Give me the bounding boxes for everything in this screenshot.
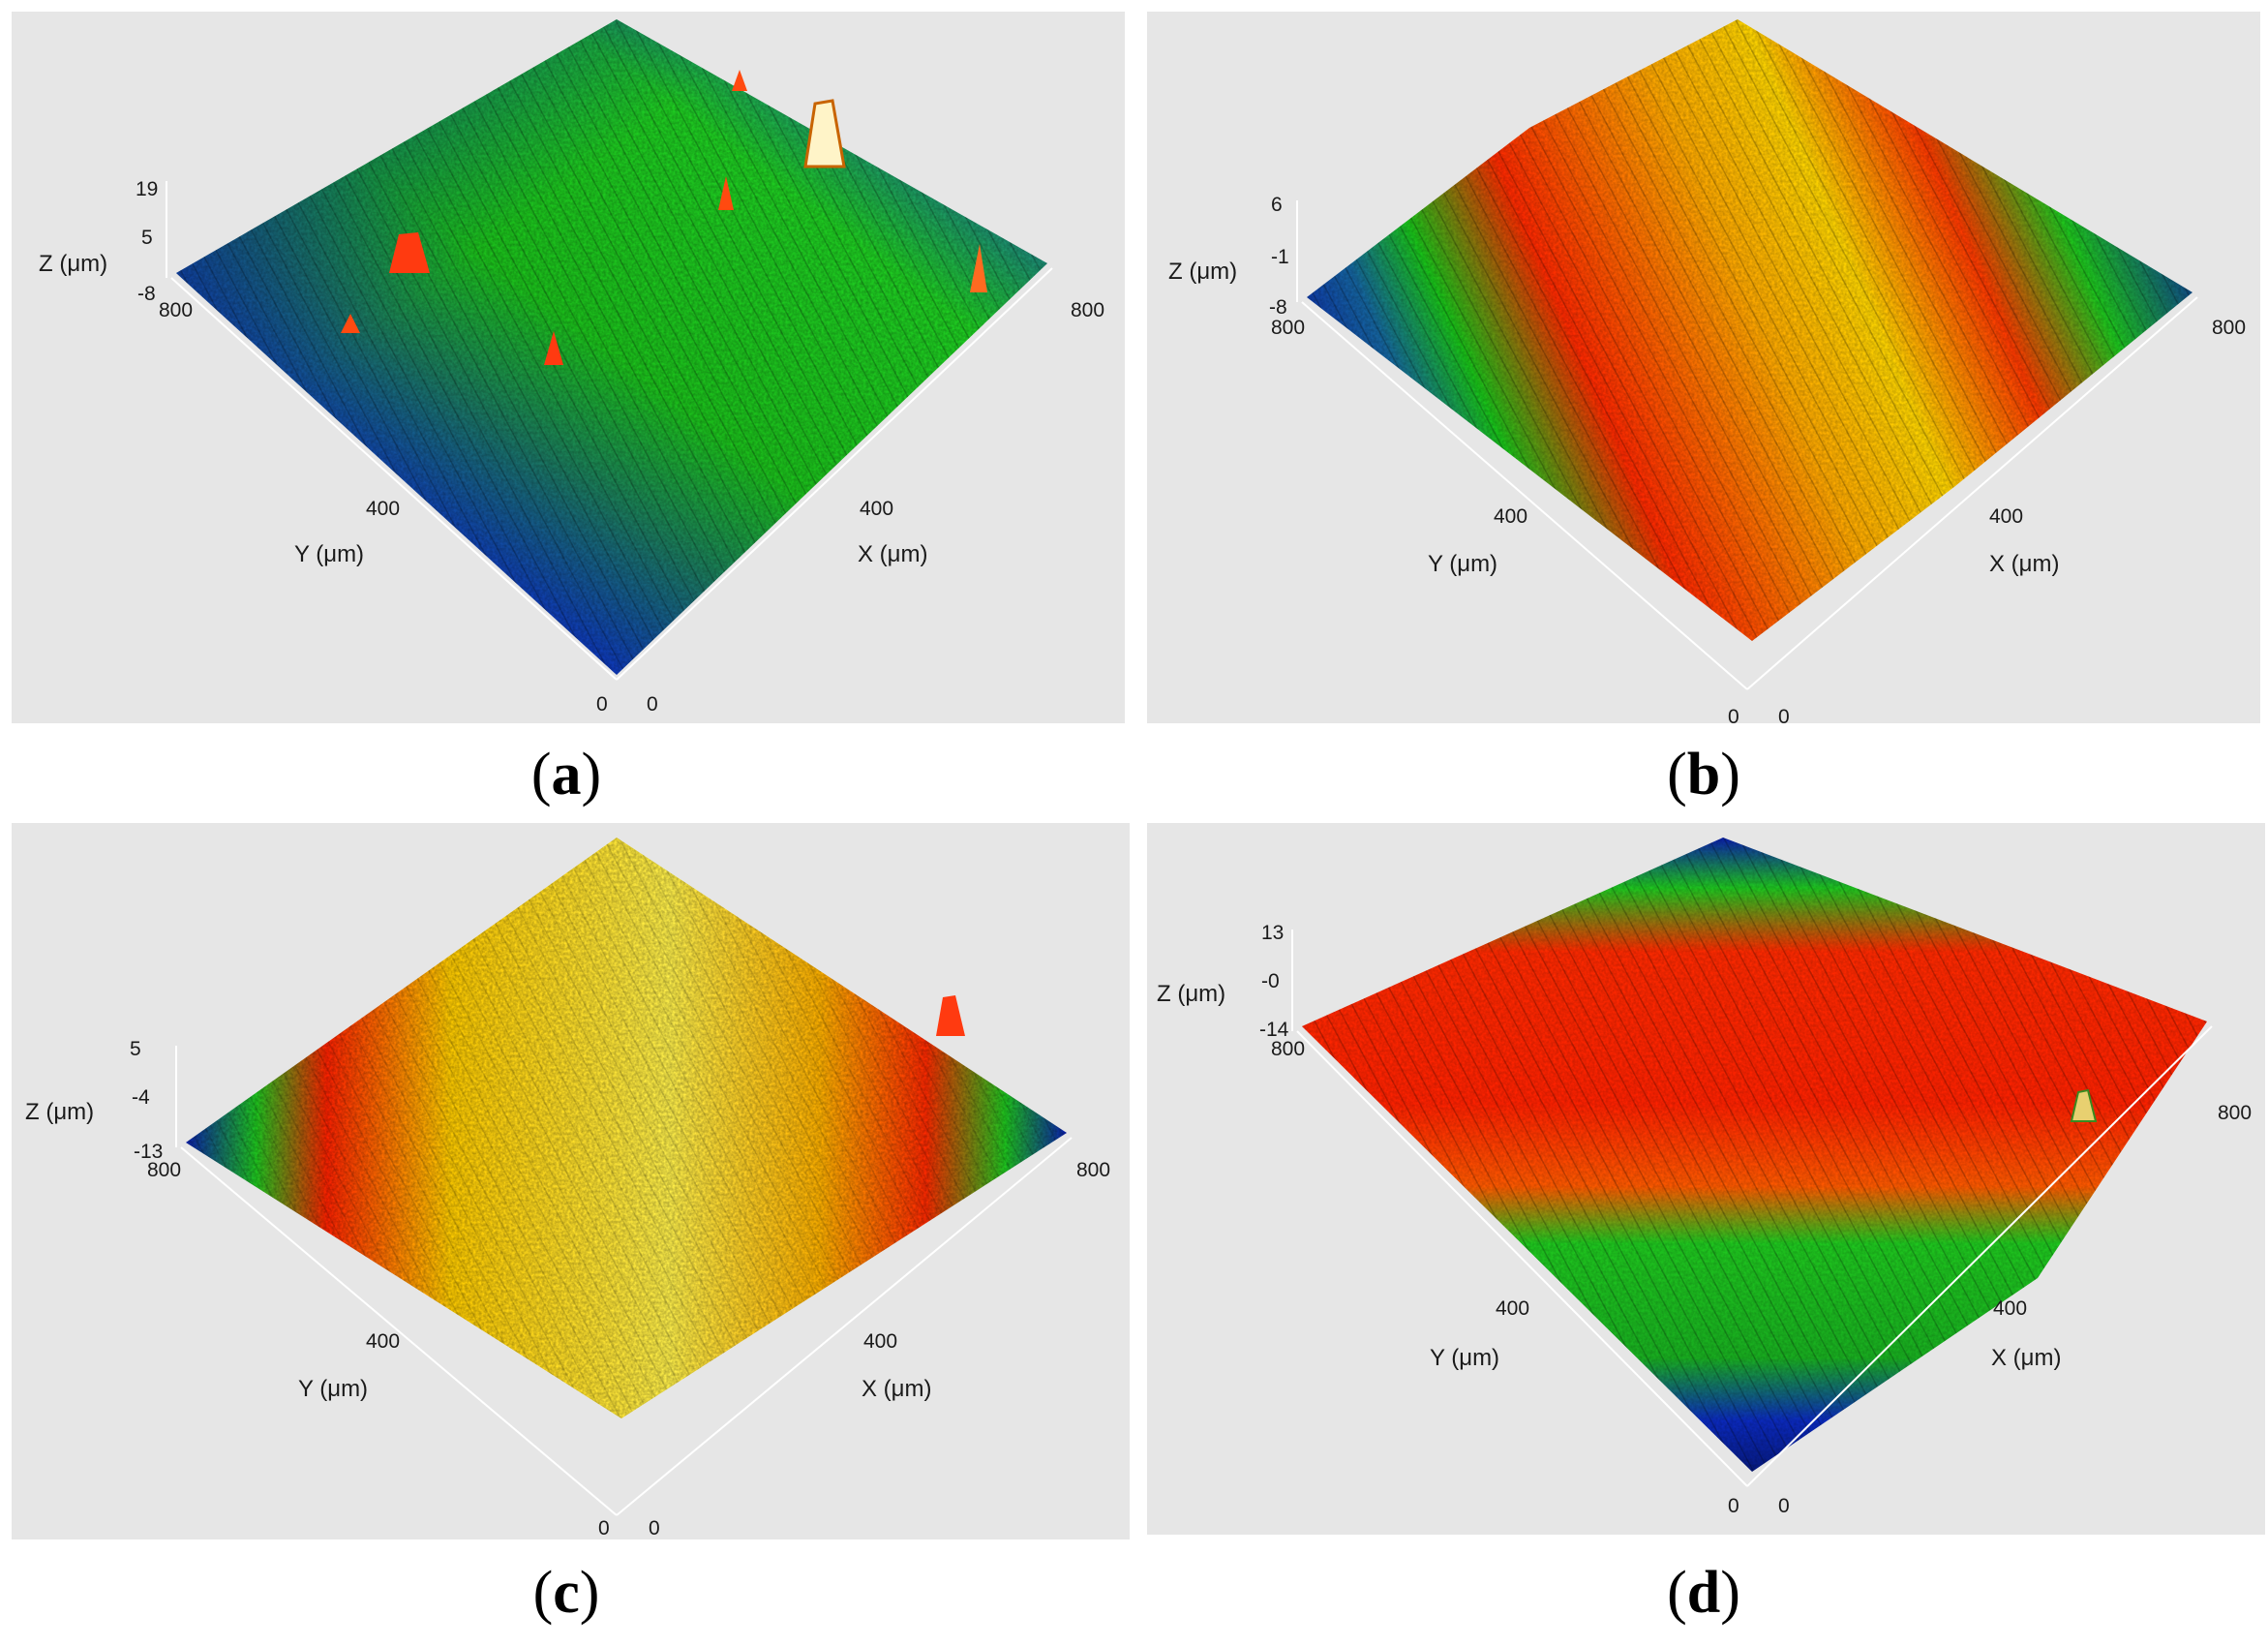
- x-tick-a-0: 0: [647, 693, 658, 716]
- z-tick-a-1: 5: [141, 227, 153, 249]
- z-axis-label-d: Z (μm): [1157, 981, 1225, 1007]
- x-tick-b-0: 0: [1778, 706, 1790, 723]
- y-tick-a-2: 800: [159, 299, 193, 321]
- surface-plot-b: 6 -1 -8 Z (μm) 800 400 Y (μm) 0 0 400 X …: [1168, 19, 2246, 723]
- caption-b: (b): [1667, 742, 1740, 808]
- y-axis-label-d: Y (μm): [1430, 1345, 1499, 1371]
- z-tick-d-1: -0: [1261, 970, 1280, 992]
- z-tick-c-1: -4: [132, 1086, 150, 1109]
- y-axis-label-b: Y (μm): [1428, 551, 1497, 577]
- y-tick-b-0: 0: [1728, 706, 1739, 723]
- x-tick-c-2: 800: [1076, 1159, 1110, 1181]
- surface-panel-a: 19 5 -8 Z (μm) 800 400 Y (μm) 0 0 400 X …: [12, 12, 1125, 723]
- axes-d: [1291, 930, 2213, 1487]
- spike-a5: [718, 176, 734, 210]
- x-tick-c-1: 400: [863, 1330, 897, 1353]
- z-tick-c-0: 5: [130, 1038, 141, 1060]
- caption-d: (d): [1667, 1560, 1740, 1626]
- y-tick-c-1: 400: [366, 1330, 400, 1353]
- y-tick-c-2: 800: [147, 1159, 181, 1181]
- z-tick-b-1: -1: [1271, 246, 1289, 268]
- y-tick-b-2: 800: [1271, 317, 1305, 339]
- x-tick-d-0: 0: [1778, 1495, 1790, 1517]
- caption-a-letter: a: [551, 742, 582, 808]
- y-tick-d-2: 800: [1271, 1038, 1305, 1060]
- surface-c-roughness: [186, 838, 1067, 1418]
- z-tick-c-2: -13: [134, 1141, 163, 1163]
- z-tick-a-0: 19: [136, 178, 158, 200]
- spike-a3: [544, 331, 563, 365]
- axes-b: [1296, 200, 2198, 690]
- caption-b-letter: b: [1686, 742, 1721, 808]
- x-axis-label-d: X (μm): [1991, 1345, 2061, 1371]
- z-tick-d-0: 13: [1261, 922, 1284, 944]
- x-tick-b-2: 800: [2212, 317, 2246, 339]
- surface-panel-c: 5 -4 -13 Z (μm) 800 400 Y (μm) 0 0 400 X…: [12, 823, 1130, 1539]
- x-tick-a-2: 800: [1071, 299, 1104, 321]
- z-axis-label-b: Z (μm): [1168, 259, 1237, 285]
- z-tick-b-2: -8: [1269, 296, 1287, 319]
- y-tick-b-1: 400: [1494, 505, 1527, 528]
- surface-panel-b: 6 -1 -8 Z (μm) 800 400 Y (μm) 0 0 400 X …: [1147, 12, 2260, 723]
- y-tick-c-0: 0: [598, 1517, 610, 1539]
- spike-a2: [389, 232, 430, 273]
- x-tick-a-1: 400: [860, 498, 893, 520]
- y-tick-d-1: 400: [1496, 1297, 1529, 1320]
- x-axis-label-a: X (μm): [858, 541, 927, 567]
- z-tick-b-0: 6: [1271, 194, 1283, 216]
- x-axis-label-b: X (μm): [1989, 551, 2059, 577]
- z-axis-label-a: Z (μm): [39, 251, 107, 277]
- axes-c: [175, 1046, 1073, 1516]
- x-tick-d-1: 400: [1993, 1297, 2027, 1320]
- z-tick-d-2: -14: [1259, 1019, 1289, 1041]
- axes-a: [166, 181, 1053, 681]
- caption-c-letter: c: [553, 1560, 580, 1626]
- x-axis-label-c: X (μm): [862, 1376, 931, 1402]
- caption-d-letter: d: [1686, 1560, 1721, 1626]
- z-tick-a-2: -8: [137, 283, 156, 305]
- spike-a6: [732, 70, 747, 91]
- y-tick-a-1: 400: [366, 498, 400, 520]
- surface-plot-c: 5 -4 -13 Z (μm) 800 400 Y (μm) 0 0 400 X…: [25, 838, 1110, 1539]
- y-axis-label-a: Y (μm): [294, 541, 364, 567]
- surface-b-roughness: [1307, 19, 2192, 641]
- x-tick-d-2: 800: [2218, 1102, 2252, 1124]
- spike-c1: [936, 995, 965, 1036]
- surface-a-roughness: [176, 19, 1047, 675]
- y-axis-label-c: Y (μm): [298, 1376, 368, 1402]
- spike-a4: [970, 244, 987, 292]
- spike-a1: [803, 99, 846, 168]
- x-tick-c-0: 0: [649, 1517, 660, 1539]
- caption-c: (c): [532, 1560, 600, 1626]
- z-axis-label-c: Z (μm): [25, 1099, 94, 1125]
- surface-plot-d: 13 -0 -14 Z (μm) 800 400 Y (μm) 0 0 400 …: [1157, 838, 2252, 1517]
- caption-a: (a): [530, 742, 602, 808]
- y-tick-a-0: 0: [596, 693, 608, 716]
- spike-d1: [2070, 1088, 2098, 1122]
- y-tick-d-0: 0: [1728, 1495, 1739, 1517]
- surface-plot-a: 19 5 -8 Z (μm) 800 400 Y (μm) 0 0 400 X …: [39, 19, 1104, 716]
- surface-d-roughness: [1302, 838, 2207, 1472]
- spike-a7: [341, 314, 360, 333]
- x-tick-b-1: 400: [1989, 505, 2023, 528]
- surface-panel-d: 13 -0 -14 Z (μm) 800 400 Y (μm) 0 0 400 …: [1147, 823, 2265, 1535]
